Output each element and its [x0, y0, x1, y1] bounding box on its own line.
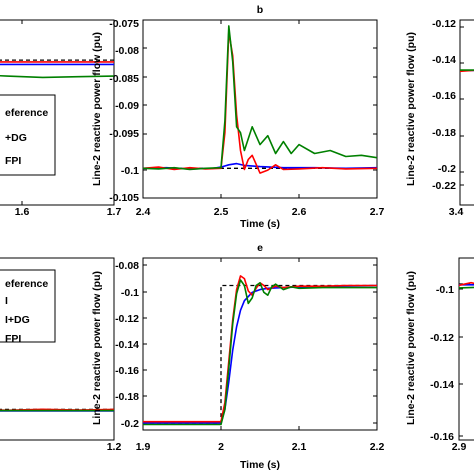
legend-entry: eference: [5, 107, 48, 119]
plot-frame: [0, 257, 115, 441]
y-axis-label: Line-2 reactive power flow (pu): [91, 32, 103, 186]
x-tick-label: 2.5: [214, 206, 229, 218]
y-tick-label: -0.16: [432, 90, 456, 102]
x-tick-label: 2: [218, 441, 224, 453]
y-tick-label: -0.2: [438, 163, 456, 175]
legend-entry: eference: [5, 278, 48, 290]
legend-entry: +DG: [5, 132, 27, 144]
plot-frame: [0, 19, 115, 206]
y-tick-label: -0.09: [115, 100, 139, 112]
panel-title: b: [257, 4, 263, 16]
x-tick-label: 2.6: [292, 206, 307, 218]
y-tick-label: -0.18: [115, 391, 139, 403]
x-tick-label: 2.9: [452, 441, 467, 453]
x-tick-label: 2.7: [370, 206, 385, 218]
x-tick-label: 2.4: [136, 206, 151, 218]
panel-top-left: 1.6 1.7 eference +DG FPI: [0, 19, 122, 218]
series-group: [143, 275, 377, 426]
plot-frame: [142, 19, 378, 199]
y-tick-label: -0.22: [432, 180, 456, 192]
y-tick-label: -0.105: [109, 192, 139, 204]
y-tick-label: -0.1: [436, 284, 454, 296]
x-tick-label: 1.6: [15, 206, 30, 218]
panel-top-right: Line-2 reactive power flow (pu) 3.4 -0.1…: [405, 18, 474, 218]
y-tick-label: -0.1: [121, 287, 139, 299]
series-group: [459, 281, 474, 289]
panel-bottom-middle: e Time (s) Line-2 reactive power flow (p…: [91, 242, 384, 471]
y-tick-label: -0.14: [115, 339, 139, 351]
x-tick-label: 1.7: [107, 206, 122, 218]
x-tick-label: 3.4: [449, 206, 464, 218]
y-tick-label: -0.14: [432, 54, 456, 66]
y-tick-label: -0.12: [115, 313, 139, 325]
y-tick-label: -0.095: [109, 128, 139, 140]
y-tick-label: -0.085: [109, 73, 139, 85]
x-tick-label: 2.2: [370, 441, 385, 453]
x-axis-label: Time (s): [240, 218, 280, 230]
y-axis-label: Line-2 reactive power flow (pu): [405, 32, 417, 186]
y-tick-label: -0.075: [109, 18, 139, 30]
y-tick-label: -0.1: [121, 165, 139, 177]
x-axis-label: Time (s): [240, 459, 280, 471]
y-tick-label: -0.12: [430, 332, 454, 344]
series-group: [0, 59, 114, 79]
panel-bottom-right: Line-2 reactive power flow (pu) 2.9 3 -0…: [405, 257, 474, 453]
x-tick-label: 1.2: [107, 441, 122, 453]
y-tick-label: -0.2: [121, 418, 139, 430]
y-tick-label: -0.14: [430, 379, 454, 391]
y-tick-label: -0.16: [430, 431, 454, 443]
panel-top-middle: b Time (s) Line-2 reactive power flow (p…: [91, 4, 384, 230]
y-tick-label: -0.18: [432, 127, 456, 139]
x-tick-label: 1.9: [136, 441, 151, 453]
legend-entry: I: [5, 295, 8, 307]
panel-bottom-left: 1.2 eference I I+DG FPI: [0, 257, 122, 453]
legend-box: [0, 94, 56, 176]
legend-entry: I+DG: [5, 314, 30, 326]
y-tick-label: -0.08: [115, 260, 139, 272]
series-group: [460, 69, 474, 73]
legend-entry: FPI: [5, 333, 21, 345]
panel-title: e: [257, 242, 263, 254]
legend-box: [0, 269, 56, 343]
legend-entry: FPI: [5, 155, 21, 167]
plot-frame: [459, 19, 474, 206]
y-tick-label: -0.12: [432, 18, 456, 30]
series-line: [143, 279, 377, 426]
series-group: [0, 408, 114, 412]
plot-frame: [458, 257, 474, 441]
x-tick-label: 2.1: [292, 441, 307, 453]
series-line: [143, 25, 377, 171]
series-line: [0, 74, 114, 79]
series-group: [143, 25, 377, 174]
y-axis-label: Line-2 reactive power flow (pu): [405, 271, 417, 425]
y-tick-label: -0.08: [115, 45, 139, 57]
y-tick-label: -0.16: [115, 365, 139, 377]
series-line: [459, 286, 474, 289]
y-axis-label: Line-2 reactive power flow (pu): [91, 271, 103, 425]
